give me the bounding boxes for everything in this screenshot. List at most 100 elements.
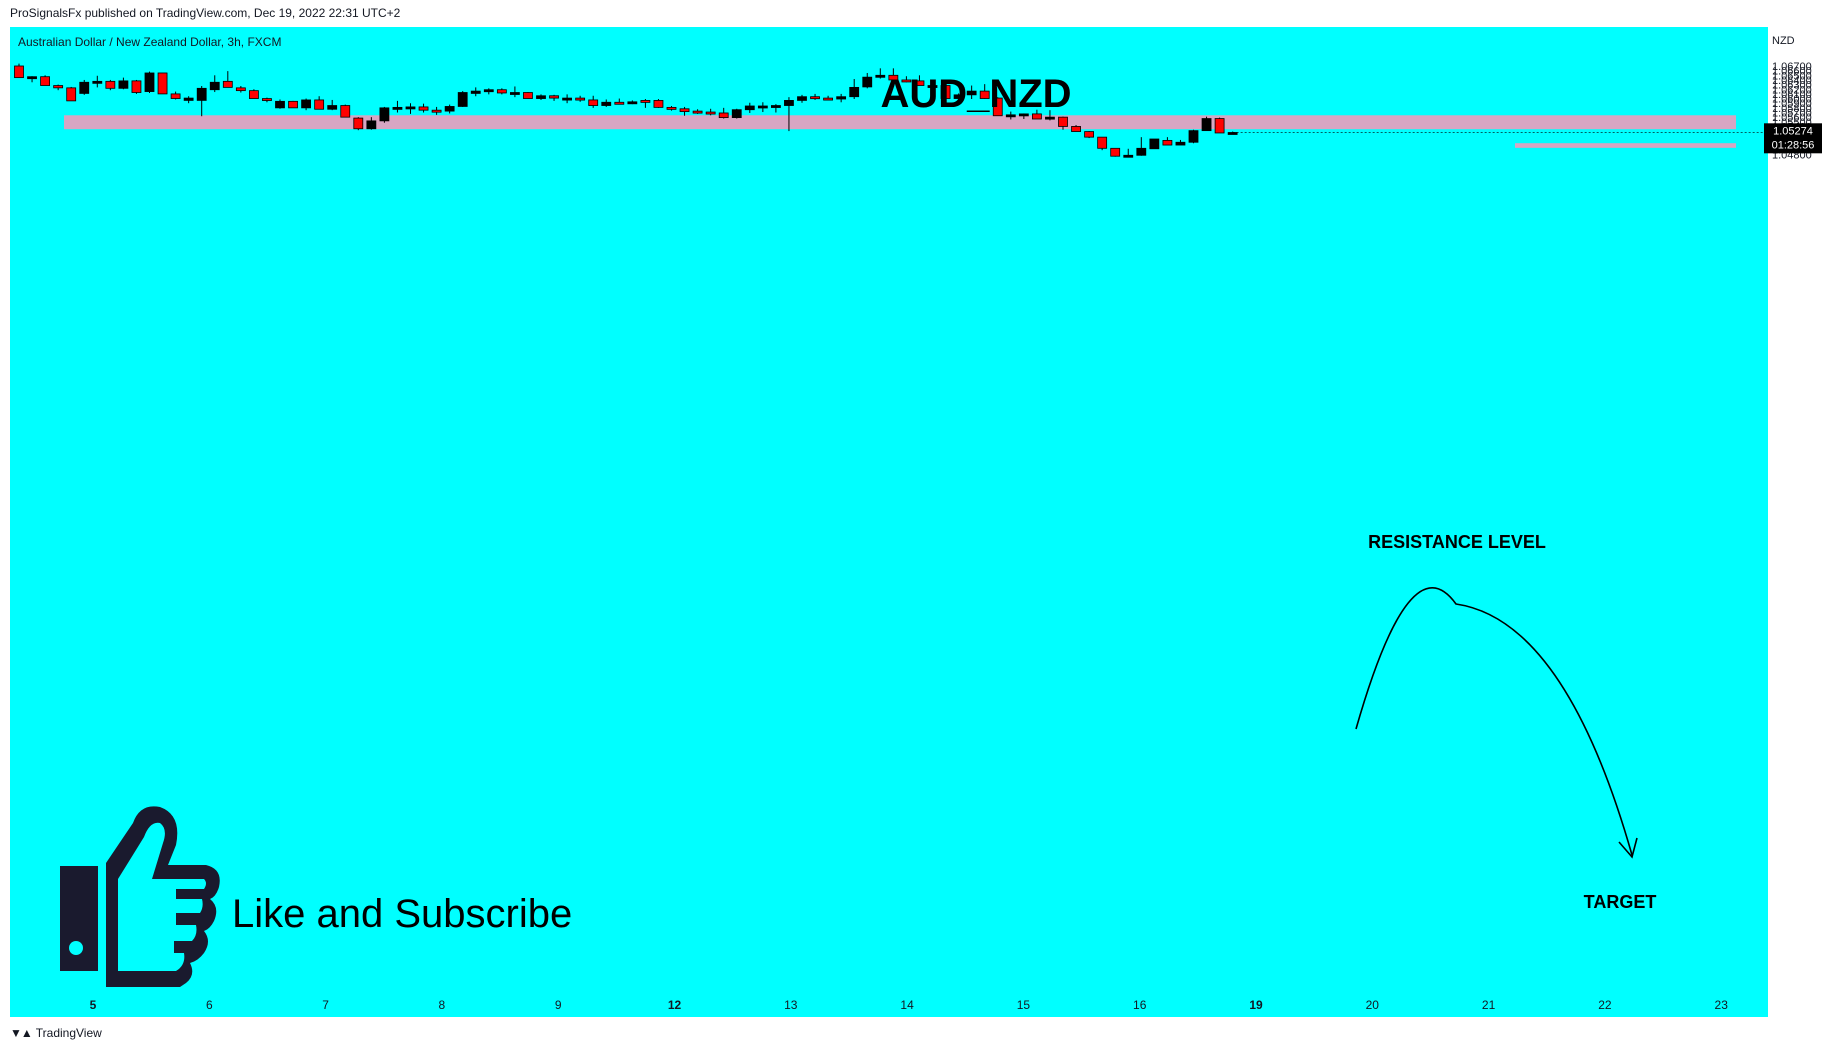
resistance-zone xyxy=(64,115,1736,130)
candle-body xyxy=(901,79,912,83)
candle xyxy=(496,88,507,95)
candle-body xyxy=(470,90,481,94)
candle xyxy=(940,83,951,99)
candle xyxy=(470,87,481,97)
candle-body xyxy=(14,65,24,79)
currency-label: NZD xyxy=(1772,35,1795,47)
candle xyxy=(549,94,559,101)
candle-body xyxy=(601,101,612,106)
candle-body xyxy=(927,85,938,88)
candle-body xyxy=(1045,116,1055,120)
candle-body xyxy=(314,99,325,110)
candle xyxy=(810,93,820,100)
candle-body xyxy=(666,106,677,110)
candle-body xyxy=(40,76,50,86)
candle-body xyxy=(53,85,64,89)
candle xyxy=(966,85,977,100)
candle-body xyxy=(523,92,533,99)
candle xyxy=(183,96,194,104)
candle-body xyxy=(966,90,977,96)
x-tick-label: 6 xyxy=(206,998,213,1012)
y-tick-label: 1.05900 xyxy=(1772,98,1812,110)
candle xyxy=(340,104,351,118)
candle xyxy=(196,85,207,117)
y-tick-label: 1.06200 xyxy=(1772,84,1812,96)
candle-body xyxy=(862,76,873,88)
candle xyxy=(979,84,990,100)
candle-body xyxy=(301,99,312,109)
x-tick-label: 9 xyxy=(555,998,562,1012)
candle-body xyxy=(1227,132,1238,135)
candle-body xyxy=(27,76,37,80)
candle xyxy=(1071,125,1081,132)
x-tick-label: 12 xyxy=(668,998,682,1012)
candle-body xyxy=(705,111,716,115)
candle xyxy=(1149,138,1160,150)
candle xyxy=(536,94,546,100)
candle xyxy=(366,117,377,130)
candle-body xyxy=(1123,154,1134,158)
candle-body xyxy=(627,101,638,105)
x-tick-label: 20 xyxy=(1366,998,1380,1012)
x-tick-label: 15 xyxy=(1017,998,1031,1012)
candle-body xyxy=(640,100,651,103)
forecast-arrow xyxy=(1355,587,1633,856)
candle xyxy=(275,99,285,109)
candle-body xyxy=(875,74,886,78)
candle-body xyxy=(1136,147,1147,156)
candle xyxy=(444,104,455,114)
candle xyxy=(27,76,37,83)
y-tick-label: 1.06400 xyxy=(1772,75,1812,87)
candle-body xyxy=(718,112,729,119)
candle xyxy=(1214,117,1225,134)
x-tick-label: 16 xyxy=(1133,998,1147,1012)
x-tick-label: 5 xyxy=(90,998,97,1012)
candle-body xyxy=(431,109,442,113)
candle xyxy=(301,98,312,111)
candle xyxy=(483,88,494,95)
candle-body xyxy=(757,105,768,109)
candle-body xyxy=(1032,113,1042,120)
candle-body xyxy=(327,105,338,110)
candle-body xyxy=(170,93,181,99)
candle-body xyxy=(366,120,377,130)
candle-body xyxy=(392,106,403,110)
candle-body xyxy=(849,86,860,98)
candle-body xyxy=(549,95,559,99)
candle xyxy=(105,79,116,91)
candle xyxy=(1084,131,1094,139)
candle xyxy=(1136,137,1147,156)
candle-body xyxy=(1005,114,1016,118)
x-tick-label: 8 xyxy=(439,998,446,1012)
candle xyxy=(614,98,625,105)
chart-title: AUD_NZD xyxy=(880,72,1071,116)
candle-body xyxy=(653,100,664,108)
x-tick-label: 14 xyxy=(900,998,914,1012)
candle-body xyxy=(914,80,925,86)
candle xyxy=(523,92,533,99)
candle xyxy=(170,91,181,100)
candle xyxy=(1188,129,1199,144)
zones-layer xyxy=(64,115,1736,148)
candle xyxy=(131,79,142,94)
candle xyxy=(601,99,612,107)
candle-body xyxy=(836,96,847,100)
candlestick-chart[interactable]: Australian Dollar / New Zealand Dollar, … xyxy=(0,0,1834,1020)
candle-body xyxy=(940,85,951,99)
candle-body xyxy=(131,80,142,93)
candle-body xyxy=(66,87,77,102)
candle xyxy=(262,97,272,103)
candle xyxy=(288,100,298,109)
candle xyxy=(248,89,259,99)
candle-body xyxy=(823,97,833,101)
candle xyxy=(1162,137,1173,146)
candle-body xyxy=(536,95,546,99)
candle xyxy=(953,93,964,103)
candle xyxy=(222,71,233,88)
candle xyxy=(457,91,468,107)
candle-body xyxy=(262,98,272,101)
candle-body xyxy=(744,105,755,111)
y-tick-label: 1.06600 xyxy=(1772,66,1812,78)
candle xyxy=(405,103,416,114)
candle xyxy=(849,79,860,100)
